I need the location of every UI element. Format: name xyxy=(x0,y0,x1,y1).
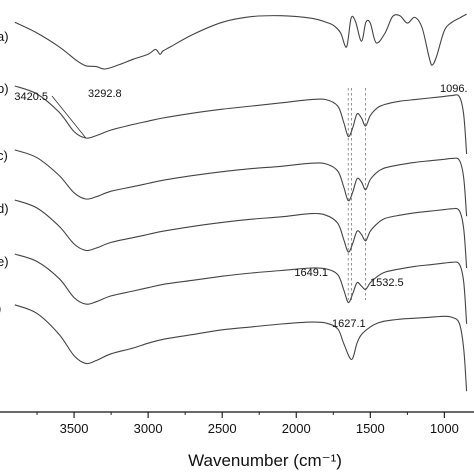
series-label-5: e) xyxy=(0,254,9,269)
peak-label-6: 1627.1 xyxy=(332,318,366,330)
series-label-3: c) xyxy=(0,148,8,163)
x-tick-label: 2500 xyxy=(208,421,237,436)
spectrum-series-4 xyxy=(14,199,468,269)
x-ticks: 3500 3000 2500 2000 1500 1000 xyxy=(36,412,459,436)
peak-label-1: 3420.5 xyxy=(14,91,48,103)
peak-leader-1 xyxy=(51,95,87,139)
series-label-4: d) xyxy=(0,201,9,216)
series-label-2: b) xyxy=(0,81,9,96)
series-label-6: ) xyxy=(0,301,1,316)
x-tick-label: 1000 xyxy=(430,421,459,436)
x-tick-label: 3500 xyxy=(60,421,89,436)
spectrum-series-2 xyxy=(14,85,468,155)
peak-label-2: 3292.8 xyxy=(88,88,122,100)
spectrum-series-5 xyxy=(14,253,468,324)
peak-label-5: 1532.5 xyxy=(370,277,404,289)
x-tick-label: 3000 xyxy=(134,421,163,436)
peak-annotations: 3420.5 3292.8 1096. 1649.1 1532.5 1627.1 xyxy=(14,83,467,330)
x-axis-title: Wavenumber (cm⁻¹) xyxy=(188,451,342,470)
spectrum-series-1 xyxy=(14,13,467,70)
peak-label-4: 1649.1 xyxy=(294,267,328,279)
spectrum-series-6 xyxy=(14,304,468,392)
peak-label-3: 1096. xyxy=(440,83,468,95)
series-label-1: a) xyxy=(0,29,9,44)
x-tick-label: 2000 xyxy=(282,421,311,436)
spectra xyxy=(14,13,468,392)
x-tick-label: 1500 xyxy=(356,421,385,436)
series-labels: a) b) c) d) e)) xyxy=(0,29,9,316)
spectrum-series-3 xyxy=(14,149,468,217)
